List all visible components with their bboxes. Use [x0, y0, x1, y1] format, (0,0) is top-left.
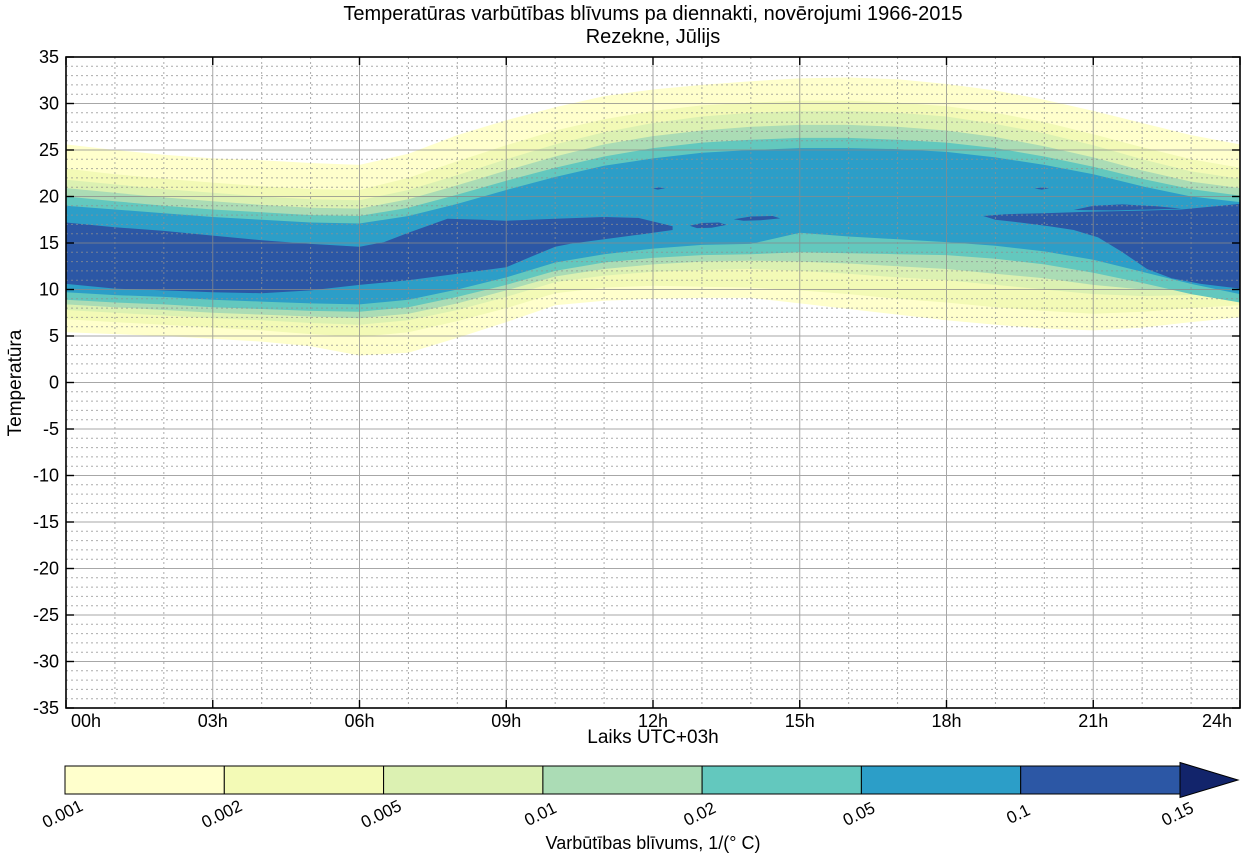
y-tick-labels: 35 30 25 20 15 10 5 0 -5 -10 -15 -20 -25 -30 -35 [33, 47, 59, 718]
x-tick-label: 21h [1078, 711, 1108, 731]
navy-right-band [983, 203, 1240, 289]
y-tick-label: -15 [33, 512, 59, 532]
navy-lens-14h [733, 216, 781, 221]
colorbar-tick-label: 0.1 [1004, 800, 1034, 827]
colorbar-tick-label: 0.005 [358, 796, 405, 832]
y-tick-label: -20 [33, 559, 59, 579]
colorbar-segment [701, 765, 862, 795]
y-tick-label: 10 [39, 280, 59, 300]
x-axis-label: Laiks UTC+03h [587, 727, 719, 748]
x-tick-label: 15h [785, 711, 815, 731]
y-tick-label: -30 [33, 652, 59, 672]
colorbar-tick-label: 0.05 [840, 798, 878, 830]
y-tick-label: -5 [43, 419, 59, 439]
y-tick-label: 5 [49, 326, 59, 346]
x-tick-label: 09h [491, 711, 521, 731]
colorbar-arrow [1179, 761, 1240, 799]
y-tick-label: -35 [33, 698, 59, 718]
chart-subtitle: Rezekne, Jūlijs [585, 26, 721, 48]
colorbar-tick-label: 0.02 [681, 798, 719, 830]
y-tick-label: 0 [49, 373, 59, 393]
y-tick-label: 25 [39, 140, 59, 160]
tick-marks [65, 56, 1241, 709]
x-tick-label: 03h [198, 711, 228, 731]
y-tick-label: -25 [33, 605, 59, 625]
navy-speck-20h [1034, 187, 1050, 190]
x-tick-label: 06h [344, 711, 374, 731]
colorbar-tick-label: 0.002 [199, 796, 246, 832]
colorbar-segment [64, 765, 225, 795]
y-tick-label: 15 [39, 233, 59, 253]
grid [66, 57, 1240, 708]
y-tick-label: 30 [39, 94, 59, 114]
x-tick-labels: 00h 03h 06h 09h 12h 15h 18h 21h 24h [71, 711, 1232, 731]
x-tick-label: 18h [931, 711, 961, 731]
navy-upper-tongue [1073, 204, 1182, 211]
colorbar-segment [542, 765, 703, 795]
colorbar-segment [860, 765, 1022, 795]
y-tick-label: -10 [33, 466, 59, 486]
navy-left-band [66, 217, 673, 294]
x-tick-label: 24h [1202, 711, 1232, 731]
colorbar: 0.001 0.002 0.005 0.01 0.02 0.05 0.1 0.15 [39, 761, 1240, 832]
colorbar-segment [223, 765, 385, 795]
navy-speck-12h [653, 187, 666, 190]
colorbar-label: Varbūtības blīvums, 1/(° C) [545, 833, 761, 853]
x-tick-label: 00h [71, 711, 101, 731]
colorbar-segment [1020, 765, 1181, 795]
yellow-island-6h [322, 168, 360, 176]
x-tick-label: 12h [638, 711, 668, 731]
colorbar-segment [383, 765, 544, 795]
colorbar-tick-label: 0.15 [1159, 798, 1197, 830]
colorbar-tick-label: 0.001 [39, 796, 86, 832]
colorbar-tick-label: 0.01 [521, 798, 559, 830]
y-tick-label: 20 [39, 187, 59, 207]
chart-title: Temperatūras varbūtības blīvums pa dienn… [343, 3, 963, 25]
y-tick-label: 35 [39, 47, 59, 67]
